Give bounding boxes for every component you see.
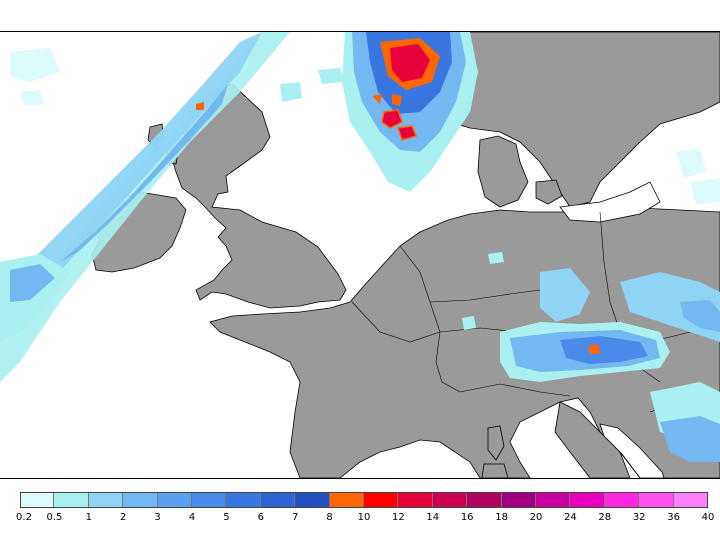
precip-west-lower-core [10,264,55,302]
legend-tick-label: 20 [529,512,543,523]
legend-swatch [20,492,55,508]
legend-tick-label: 16 [460,512,474,523]
legend-tick-label: 7 [292,512,299,523]
precipitation-layer [0,32,720,462]
precip-central-3 [680,300,720,332]
legend-tick-label: 18 [495,512,508,523]
legend-tick-label: 14 [426,512,440,523]
legend-swatch [398,492,433,508]
land-sardinia [481,463,509,478]
legend-swatch [604,492,640,508]
legend-tick-label: 6 [257,512,264,523]
precip-small-1 [488,252,504,264]
legend-tick-label: 2 [120,512,127,523]
land-continent [209,207,720,478]
precip-cell-2 [392,94,402,106]
legend-swatch [329,492,364,508]
legend-swatch [501,492,536,508]
legend-tick-label: 8 [326,512,333,523]
land-corsica [487,425,505,461]
legend-tick-label: 3 [154,512,161,523]
precip-east-3 [676,148,706,178]
legend-tick-label: 12 [392,512,405,523]
land-italy [554,401,631,478]
precip-small-2 [462,316,476,330]
precipitation-legend: 0.2 0.5 1 2 3 4 5 6 7 8 10 12 14 16 18 20 24 28 32 36 40 [16,492,714,532]
legend-swatch [123,492,158,508]
legend-tick-label: 0.5 [46,512,63,523]
precip-orange-speck [196,102,204,110]
legend-tick-label: 10 [357,512,371,523]
legend-swatch [536,492,571,508]
legend-tick-label: 0.2 [16,512,32,523]
precip-patch-1 [10,48,60,82]
precip-central-1 [540,268,590,322]
legend-tick-label: 5 [223,512,230,523]
land-denmark [477,135,563,208]
precip-cell-3 [381,109,403,129]
inland-seas [559,181,665,478]
legend-tick-label: 24 [564,512,577,523]
legend-swatch [54,492,89,508]
legend-tick-label: 28 [598,512,612,523]
legend-swatch [432,492,468,508]
legend-swatch [570,492,605,508]
precip-east-2 [660,416,720,462]
legend-swatch [226,492,261,508]
legend-swatch [364,492,399,508]
precip-cell-4 [397,125,418,141]
legend-tick-label: 32 [632,512,646,523]
legend-tick-label: 36 [667,512,680,523]
legend-swatch [295,492,330,508]
precip-east-4 [690,178,720,204]
legend-swatch [260,492,296,508]
legend-swatch [157,492,192,508]
precip-northsea-red [390,44,430,82]
legend-swatch [192,492,227,508]
sea-adriatic [599,423,665,478]
legend-tick-label: 4 [188,512,196,523]
sea-baltic [559,181,661,223]
legend-swatch [467,492,502,508]
legend-tick-label: 40 [701,512,715,523]
precip-atlantic-band-mid [0,32,262,317]
land-great-britain [169,83,347,309]
map-canvas [0,32,720,478]
precipitation-map [0,31,720,479]
legend-swatch [88,492,124,508]
legend-swatch [673,492,708,508]
precip-alps-orange [588,344,600,354]
precip-patch-3 [280,82,302,102]
precip-atlantic-band-light [0,32,290,382]
precip-patch-2 [20,90,44,106]
legend-swatch [639,492,674,508]
precip-cell-1 [372,94,382,104]
legend-tick-label: 1 [85,512,92,523]
precip-patch-4 [318,68,344,84]
precip-alps-core [560,336,648,364]
